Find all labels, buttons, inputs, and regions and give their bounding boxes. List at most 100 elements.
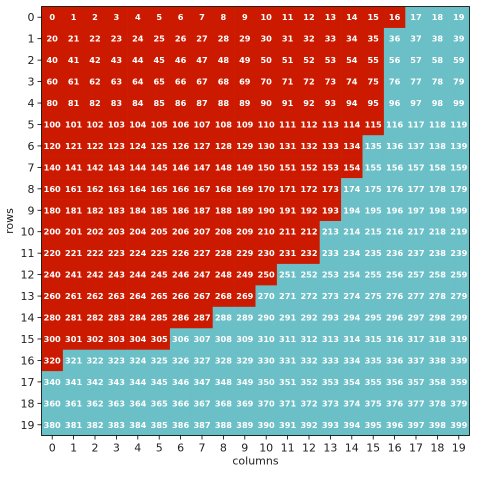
cell-value-label: 75 — [367, 77, 379, 87]
heatmap-cell — [84, 156, 106, 179]
heatmap-cell — [383, 392, 406, 415]
heatmap-cell — [212, 6, 235, 29]
cell-value-label: 284 — [129, 313, 146, 323]
cell-value-label: 361 — [65, 398, 82, 408]
heatmap-cell — [148, 349, 171, 372]
y-tick-label: 1 — [28, 33, 35, 46]
cell-value-label: 349 — [236, 377, 253, 387]
cell-value-label: 57 — [410, 55, 422, 65]
heatmap-cell — [62, 27, 85, 50]
cell-value-label: 180 — [44, 205, 61, 215]
heatmap-cell — [148, 199, 171, 222]
heatmap-cell — [191, 221, 213, 243]
cell-value-label: 170 — [258, 184, 275, 194]
cell-value-label: 396 — [386, 420, 403, 430]
cell-value-label: 4 — [135, 12, 141, 22]
heatmap-cell — [362, 349, 385, 372]
cell-value-label: 118 — [429, 119, 446, 129]
heatmap-cell — [191, 392, 213, 415]
heatmap-cell — [298, 135, 320, 157]
cell-value-label: 386 — [172, 420, 189, 430]
cell-value-label: 356 — [386, 377, 403, 387]
cell-value-label: 12 — [303, 12, 314, 22]
heatmap-cell — [105, 221, 128, 243]
cell-value-label: 147 — [193, 162, 210, 172]
cell-value-label: 309 — [236, 334, 253, 344]
heatmap-cell — [148, 70, 171, 93]
x-tick-label: 5 — [156, 442, 163, 455]
heatmap-cell — [191, 349, 213, 372]
y-tick-label: 0 — [28, 11, 35, 24]
heatmap-cell — [41, 6, 64, 29]
cell-value-label: 90 — [260, 98, 272, 108]
x-axis-label: columns — [232, 455, 278, 468]
heatmap-cell — [276, 156, 299, 179]
cell-value-label: 107 — [193, 119, 210, 129]
heatmap-cell — [169, 70, 192, 93]
heatmap-cell — [191, 178, 213, 200]
cell-value-label: 131 — [279, 141, 296, 151]
heatmap-cell — [448, 285, 470, 308]
heatmap-cell — [362, 113, 385, 136]
heatmap-cell — [405, 306, 427, 329]
heatmap-cell — [148, 242, 171, 265]
heatmap-cell — [341, 392, 363, 415]
heatmap-cell — [448, 221, 470, 243]
cell-value-label: 159 — [450, 162, 467, 172]
heatmap-cell — [319, 49, 342, 72]
cell-value-label: 33 — [325, 34, 337, 44]
heatmap-cell — [341, 349, 363, 372]
cell-value-label: 155 — [365, 162, 382, 172]
heatmap-cell — [405, 178, 427, 200]
heatmap-cell — [255, 221, 278, 243]
heatmap-cell — [212, 135, 235, 157]
heatmap-cell — [105, 371, 128, 393]
cell-value-label: 250 — [258, 270, 275, 280]
heatmap-cell — [362, 392, 385, 415]
heatmap-cell — [362, 156, 385, 179]
cell-value-label: 305 — [151, 334, 168, 344]
cell-value-label: 245 — [151, 270, 168, 280]
heatmap-cell — [234, 178, 256, 200]
cell-value-label: 210 — [258, 227, 275, 237]
heatmap-cell — [448, 135, 470, 157]
heatmap-cell — [341, 49, 363, 72]
heatmap-cell — [298, 242, 320, 265]
cell-value-label: 369 — [236, 398, 253, 408]
cell-value-label: 104 — [129, 119, 146, 129]
cell-value-label: 238 — [429, 248, 446, 258]
cell-value-label: 395 — [365, 420, 382, 430]
heatmap-cell — [41, 92, 64, 115]
cell-value-label: 34 — [346, 34, 358, 44]
cell-value-label: 368 — [215, 398, 232, 408]
heatmap-cell — [298, 199, 320, 222]
cell-value-label: 110 — [258, 119, 275, 129]
heatmap-cell — [212, 371, 235, 393]
cell-value-label: 227 — [193, 248, 210, 258]
cell-value-label: 171 — [279, 184, 296, 194]
cell-value-label: 55 — [367, 55, 379, 65]
heatmap-cell — [234, 242, 256, 265]
heatmap-cell — [191, 414, 213, 436]
cell-value-label: 132 — [300, 141, 317, 151]
cell-value-label: 70 — [260, 77, 272, 87]
cell-value-label: 95 — [367, 98, 379, 108]
heatmap-cell — [298, 92, 320, 115]
heatmap-cell — [319, 113, 342, 136]
cell-value-label: 344 — [129, 377, 146, 387]
heatmap-cell — [84, 349, 106, 372]
heatmap-cell — [405, 135, 427, 157]
cell-value-label: 122 — [86, 141, 103, 151]
heatmap-cell — [62, 328, 85, 350]
heatmap-cell — [41, 242, 64, 265]
heatmap-cell — [276, 92, 299, 115]
cell-value-label: 199 — [450, 205, 467, 215]
cell-value-label: 50 — [260, 55, 272, 65]
cell-value-label: 373 — [322, 398, 339, 408]
heatmap-cell — [127, 6, 149, 29]
cell-value-label: 77 — [410, 77, 422, 87]
cell-value-label: 53 — [325, 55, 337, 65]
cell-value-label: 201 — [65, 227, 82, 237]
cell-value-label: 292 — [300, 313, 317, 323]
cell-value-label: 358 — [429, 377, 446, 387]
